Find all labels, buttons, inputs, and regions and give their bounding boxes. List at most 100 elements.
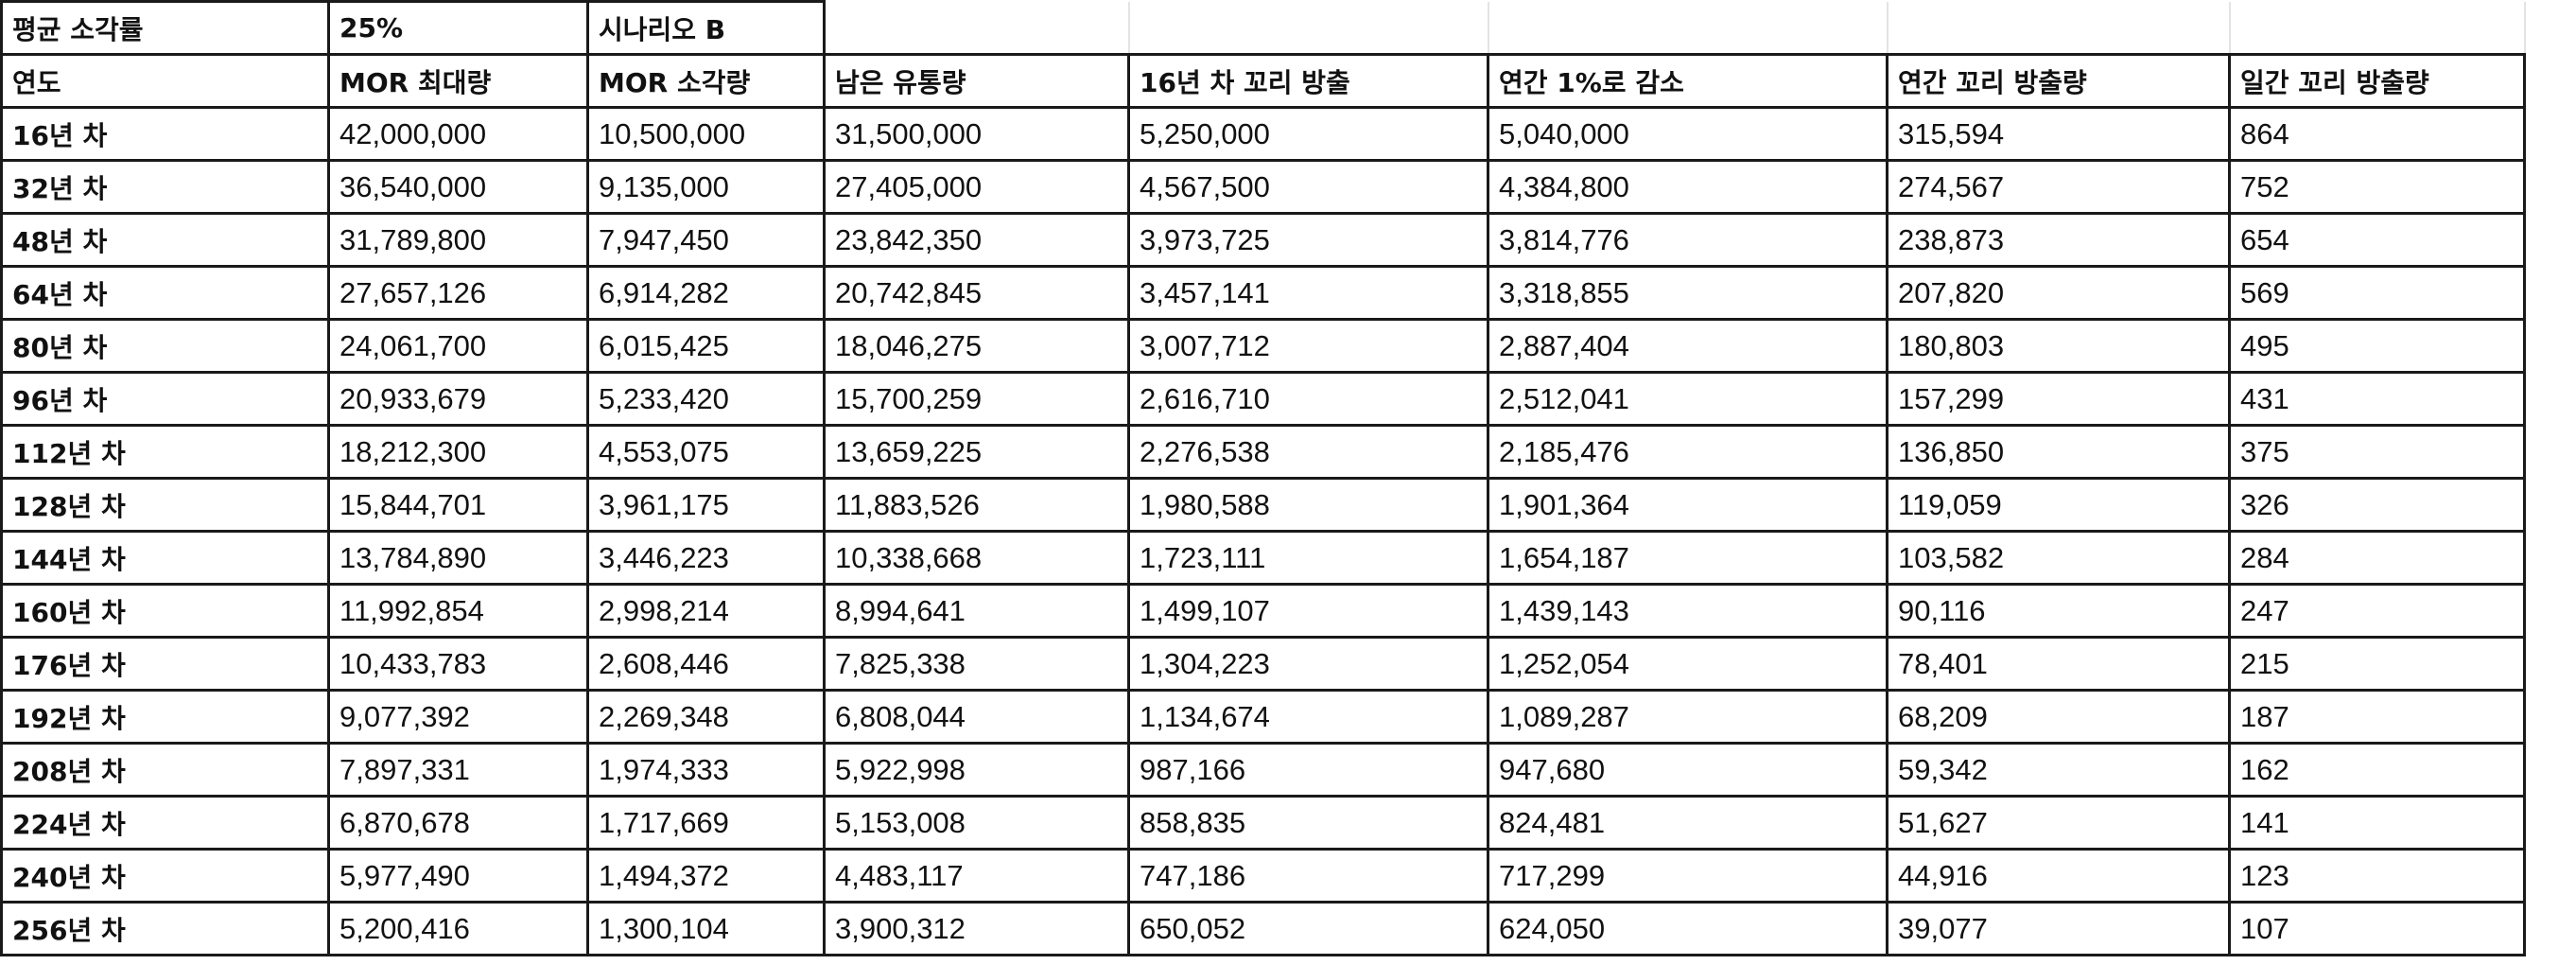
cell-year[interactable]: 144년 차 <box>0 530 330 586</box>
cell-annual-tail-emission[interactable]: 68,209 <box>1886 689 2231 745</box>
cell-annual-1pct-decrease[interactable]: 2,887,404 <box>1487 318 1888 374</box>
cell-remaining-supply[interactable]: 20,742,845 <box>823 265 1130 321</box>
cell-annual-1pct-decrease[interactable]: 1,252,054 <box>1487 636 1888 692</box>
cell-remaining-supply[interactable]: 18,046,275 <box>823 318 1130 374</box>
cell-16yr-tail-emission[interactable]: 5,250,000 <box>1127 106 1489 162</box>
cell-annual-1pct-decrease[interactable]: 4,384,800 <box>1487 159 1888 215</box>
empty-cell[interactable] <box>1488 1 1888 56</box>
cell-daily-tail-emission[interactable]: 247 <box>2228 583 2526 639</box>
cell-remaining-supply[interactable]: 11,883,526 <box>823 477 1130 533</box>
cell-annual-tail-emission[interactable]: 207,820 <box>1886 265 2231 321</box>
cell-annual-1pct-decrease[interactable]: 1,439,143 <box>1487 583 1888 639</box>
cell-annual-tail-emission[interactable]: 157,299 <box>1886 371 2231 427</box>
cell-mor-max[interactable]: 31,789,800 <box>327 212 589 268</box>
cell-mor-burn[interactable]: 10,500,000 <box>586 106 826 162</box>
cell-remaining-supply[interactable]: 5,153,008 <box>823 795 1130 851</box>
header-cell-year[interactable]: 연도 <box>0 53 330 109</box>
cell-annual-tail-emission[interactable]: 59,342 <box>1886 742 2231 798</box>
empty-cell[interactable] <box>824 1 1130 56</box>
header-cell-annual-1pct-decrease[interactable]: 연간 1%로 감소 <box>1487 53 1888 109</box>
cell-remaining-supply[interactable]: 27,405,000 <box>823 159 1130 215</box>
cell-mor-max[interactable]: 11,992,854 <box>327 583 589 639</box>
cell-annual-tail-emission[interactable]: 51,627 <box>1886 795 2231 851</box>
cell-year[interactable]: 64년 차 <box>0 265 330 321</box>
cell-mor-burn[interactable]: 3,446,223 <box>586 530 826 586</box>
cell-remaining-supply[interactable]: 23,842,350 <box>823 212 1130 268</box>
cell-daily-tail-emission[interactable]: 284 <box>2228 530 2526 586</box>
cell-annual-1pct-decrease[interactable]: 2,512,041 <box>1487 371 1888 427</box>
header-cell-remaining-supply[interactable]: 남은 유통량 <box>823 53 1130 109</box>
cell-daily-tail-emission[interactable]: 752 <box>2228 159 2526 215</box>
scenario-label[interactable]: 시나리오 B <box>586 0 826 56</box>
cell-remaining-supply[interactable]: 3,900,312 <box>823 901 1130 956</box>
cell-remaining-supply[interactable]: 13,659,225 <box>823 424 1130 480</box>
cell-year[interactable]: 128년 차 <box>0 477 330 533</box>
cell-annual-1pct-decrease[interactable]: 624,050 <box>1487 901 1888 956</box>
cell-annual-1pct-decrease[interactable]: 947,680 <box>1487 742 1888 798</box>
cell-daily-tail-emission[interactable]: 123 <box>2228 848 2526 904</box>
cell-annual-1pct-decrease[interactable]: 3,318,855 <box>1487 265 1888 321</box>
cell-annual-tail-emission[interactable]: 180,803 <box>1886 318 2231 374</box>
cell-16yr-tail-emission[interactable]: 858,835 <box>1127 795 1489 851</box>
cell-daily-tail-emission[interactable]: 326 <box>2228 477 2526 533</box>
cell-mor-max[interactable]: 7,897,331 <box>327 742 589 798</box>
cell-daily-tail-emission[interactable]: 141 <box>2228 795 2526 851</box>
cell-mor-max[interactable]: 15,844,701 <box>327 477 589 533</box>
cell-16yr-tail-emission[interactable]: 3,007,712 <box>1127 318 1489 374</box>
cell-daily-tail-emission[interactable]: 375 <box>2228 424 2526 480</box>
cell-annual-1pct-decrease[interactable]: 2,185,476 <box>1487 424 1888 480</box>
cell-16yr-tail-emission[interactable]: 2,276,538 <box>1127 424 1489 480</box>
cell-mor-burn[interactable]: 1,717,669 <box>586 795 826 851</box>
cell-daily-tail-emission[interactable]: 864 <box>2228 106 2526 162</box>
cell-annual-tail-emission[interactable]: 90,116 <box>1886 583 2231 639</box>
cell-mor-max[interactable]: 27,657,126 <box>327 265 589 321</box>
cell-remaining-supply[interactable]: 8,994,641 <box>823 583 1130 639</box>
cell-annual-1pct-decrease[interactable]: 1,089,287 <box>1487 689 1888 745</box>
cell-annual-1pct-decrease[interactable]: 824,481 <box>1487 795 1888 851</box>
cell-annual-tail-emission[interactable]: 39,077 <box>1886 901 2231 956</box>
avg-burn-rate-value[interactable]: 25% <box>327 0 589 56</box>
cell-daily-tail-emission[interactable]: 187 <box>2228 689 2526 745</box>
cell-year[interactable]: 176년 차 <box>0 636 330 692</box>
cell-daily-tail-emission[interactable]: 162 <box>2228 742 2526 798</box>
cell-annual-tail-emission[interactable]: 78,401 <box>1886 636 2231 692</box>
cell-mor-burn[interactable]: 5,233,420 <box>586 371 826 427</box>
cell-year[interactable]: 96년 차 <box>0 371 330 427</box>
cell-16yr-tail-emission[interactable]: 1,134,674 <box>1127 689 1489 745</box>
cell-mor-burn[interactable]: 1,974,333 <box>586 742 826 798</box>
cell-daily-tail-emission[interactable]: 654 <box>2228 212 2526 268</box>
cell-16yr-tail-emission[interactable]: 4,567,500 <box>1127 159 1489 215</box>
cell-mor-max[interactable]: 42,000,000 <box>327 106 589 162</box>
cell-mor-burn[interactable]: 1,300,104 <box>586 901 826 956</box>
cell-year[interactable]: 240년 차 <box>0 848 330 904</box>
cell-16yr-tail-emission[interactable]: 1,499,107 <box>1127 583 1489 639</box>
cell-mor-burn[interactable]: 3,961,175 <box>586 477 826 533</box>
cell-16yr-tail-emission[interactable]: 1,723,111 <box>1127 530 1489 586</box>
cell-daily-tail-emission[interactable]: 495 <box>2228 318 2526 374</box>
cell-year[interactable]: 16년 차 <box>0 106 330 162</box>
cell-mor-burn[interactable]: 6,015,425 <box>586 318 826 374</box>
cell-annual-1pct-decrease[interactable]: 1,901,364 <box>1487 477 1888 533</box>
cell-annual-tail-emission[interactable]: 238,873 <box>1886 212 2231 268</box>
cell-16yr-tail-emission[interactable]: 3,973,725 <box>1127 212 1489 268</box>
cell-annual-1pct-decrease[interactable]: 1,654,187 <box>1487 530 1888 586</box>
cell-mor-max[interactable]: 24,061,700 <box>327 318 589 374</box>
cell-daily-tail-emission[interactable]: 431 <box>2228 371 2526 427</box>
cell-mor-max[interactable]: 10,433,783 <box>327 636 589 692</box>
cell-daily-tail-emission[interactable]: 215 <box>2228 636 2526 692</box>
cell-annual-tail-emission[interactable]: 315,594 <box>1886 106 2231 162</box>
cell-mor-burn[interactable]: 6,914,282 <box>586 265 826 321</box>
cell-annual-1pct-decrease[interactable]: 5,040,000 <box>1487 106 1888 162</box>
cell-year[interactable]: 112년 차 <box>0 424 330 480</box>
avg-burn-rate-label[interactable]: 평균 소각률 <box>0 0 330 56</box>
header-cell-mor-burn[interactable]: MOR 소각량 <box>586 53 826 109</box>
cell-remaining-supply[interactable]: 7,825,338 <box>823 636 1130 692</box>
cell-annual-tail-emission[interactable]: 274,567 <box>1886 159 2231 215</box>
cell-mor-max[interactable]: 5,200,416 <box>327 901 589 956</box>
cell-mor-burn[interactable]: 2,269,348 <box>586 689 826 745</box>
cell-mor-max[interactable]: 6,870,678 <box>327 795 589 851</box>
empty-cell[interactable] <box>1128 1 1489 56</box>
cell-mor-burn[interactable]: 2,998,214 <box>586 583 826 639</box>
cell-annual-tail-emission[interactable]: 103,582 <box>1886 530 2231 586</box>
cell-16yr-tail-emission[interactable]: 747,186 <box>1127 848 1489 904</box>
